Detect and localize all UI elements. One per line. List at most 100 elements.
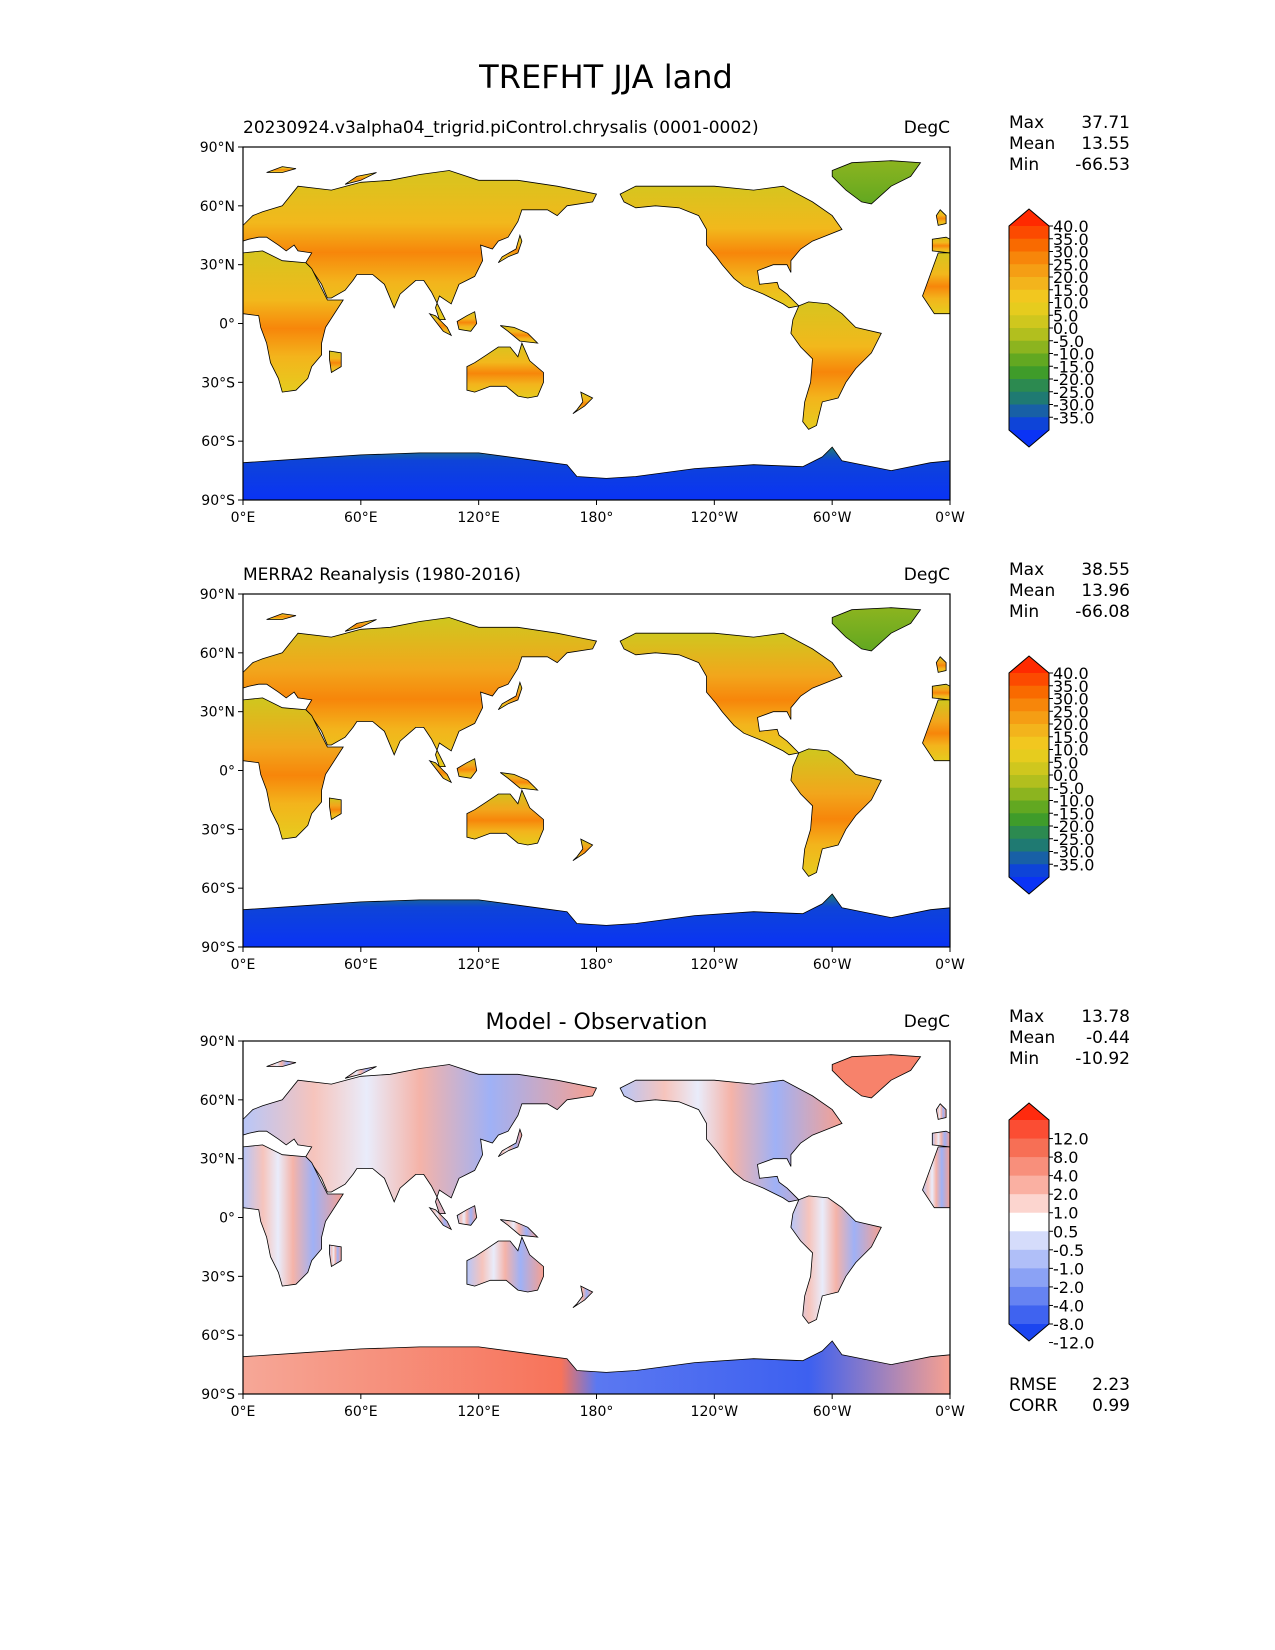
colorbar-tick-label: 30.0 xyxy=(1053,243,1089,262)
land-northamerica xyxy=(619,632,843,756)
map-land xyxy=(243,1054,950,1394)
land-sumatra xyxy=(428,759,453,784)
colorbar-tick-label: 2.0 xyxy=(1053,1185,1078,1204)
colorbar-segment xyxy=(1009,749,1049,763)
land-greenland xyxy=(831,1054,922,1099)
land-japan xyxy=(497,1127,523,1158)
colorbar-tick-label: -15.0 xyxy=(1053,804,1094,823)
lon-tick-label: 120°W xyxy=(691,957,739,973)
colorbar-tick-label: -30.0 xyxy=(1053,396,1094,415)
colorbar-tick-label: 1.0 xyxy=(1053,1204,1078,1223)
land-westafrica_edge xyxy=(922,252,950,315)
lon-tick-label: 60°W xyxy=(813,1404,852,1420)
colorbar-tick-label: -15.0 xyxy=(1053,357,1094,376)
colorbar-tick-label: -25.0 xyxy=(1053,830,1094,849)
colorbar-tick-label: -0.5 xyxy=(1053,1241,1084,1260)
colorbar-segment xyxy=(1009,404,1049,418)
colorbar-extend-top xyxy=(1009,1103,1049,1120)
land-greenland xyxy=(831,160,922,205)
colorbar-tick-label: 15.0 xyxy=(1053,728,1089,747)
land-svalbard xyxy=(266,166,297,173)
colorbar-segment xyxy=(1009,1175,1049,1195)
colorbar-tick-label: -5.0 xyxy=(1053,779,1084,798)
land-novaya xyxy=(344,619,377,632)
colorbar-tick-label: -1.0 xyxy=(1053,1259,1084,1278)
lon-tick-label: 120°W xyxy=(691,510,739,526)
land-newguinea xyxy=(500,325,539,344)
colorbar-tick-label: 0.0 xyxy=(1053,766,1078,785)
colorbar-segment xyxy=(1009,302,1049,316)
lon-tick-label: 60°E xyxy=(344,510,378,526)
land-antarctica xyxy=(243,446,950,500)
colorbar-segment xyxy=(1009,1286,1049,1306)
lat-tick-label: 0° xyxy=(219,1211,235,1227)
land-australia xyxy=(466,788,544,846)
land-australia xyxy=(466,1235,544,1293)
colorbar-segment xyxy=(1009,226,1049,240)
colorbar-segment xyxy=(1009,289,1049,303)
colorbar-segment xyxy=(1009,238,1049,252)
colorbar-tick-label: 0.0 xyxy=(1053,319,1078,338)
lon-tick-label: 0°E xyxy=(231,957,256,973)
colorbar-segment xyxy=(1009,787,1049,801)
land-uk xyxy=(935,1103,947,1120)
stat-value: 0.99 xyxy=(1092,1396,1130,1416)
lon-tick-label: 180° xyxy=(580,957,614,973)
colorbar-segment xyxy=(1009,826,1049,840)
colorbar-tick-label: 4.0 xyxy=(1053,1167,1078,1186)
land-borneo xyxy=(456,1205,478,1226)
lat-tick-label: 30°S xyxy=(201,822,235,838)
colorbar-extend-bottom xyxy=(1009,430,1049,447)
colorbar-extend-bottom xyxy=(1009,877,1049,894)
colorbar-segment xyxy=(1009,1157,1049,1177)
stat-value: 37.71 xyxy=(1081,113,1130,133)
land-africa xyxy=(243,1144,344,1287)
stat-value: 13.78 xyxy=(1081,1007,1130,1027)
lat-tick-label: 30°S xyxy=(201,1269,235,1285)
colorbar-segment xyxy=(1009,417,1049,431)
lon-tick-label: 120°E xyxy=(457,957,500,973)
colorbar-segment xyxy=(1009,1268,1049,1288)
colorbar-segment xyxy=(1009,736,1049,750)
lat-tick-label: 90°S xyxy=(201,1387,235,1403)
colorbar-segment xyxy=(1009,277,1049,291)
colorbar-segment xyxy=(1009,315,1049,329)
colorbar-segment xyxy=(1009,1305,1049,1325)
lat-tick-label: 60°S xyxy=(201,434,235,450)
colorbar-segment xyxy=(1009,340,1049,354)
stat-label: Max xyxy=(1009,1007,1044,1027)
land-japan xyxy=(497,233,523,264)
panel-title: 20230924.v3alpha04_trigrid.piControl.chr… xyxy=(243,118,759,138)
lon-tick-label: 180° xyxy=(580,1404,614,1420)
panel-diff: Model - Observation DegC 90°N 60°N 30°N 0° 30°… xyxy=(200,1007,1130,1420)
colorbar-tick-label: -30.0 xyxy=(1053,843,1094,862)
land-newguinea xyxy=(500,1219,539,1238)
lat-tick-label: 30°S xyxy=(201,375,235,391)
colorbar-tick-label: -12.0 xyxy=(1053,1334,1094,1353)
stat-value: -0.44 xyxy=(1086,1028,1130,1048)
colorbar-tick-label: 40.0 xyxy=(1053,217,1089,236)
colorbar-tick-label: 25.0 xyxy=(1053,702,1089,721)
colorbar-segment xyxy=(1009,1194,1049,1214)
land-svalbard xyxy=(266,613,297,620)
colorbar-tick-label: 5.0 xyxy=(1053,753,1078,772)
colorbar-segment xyxy=(1009,379,1049,393)
lat-tick-label: 0° xyxy=(219,764,235,780)
colorbar-segment xyxy=(1009,1249,1049,1269)
lat-tick-label: 90°N xyxy=(200,140,235,156)
colorbar-tick-label: -4.0 xyxy=(1053,1296,1084,1315)
colorbar-segment xyxy=(1009,353,1049,367)
colorbar-tick-label: 40.0 xyxy=(1053,664,1089,683)
colorbar-segment xyxy=(1009,698,1049,712)
colorbar-tick-label: -35.0 xyxy=(1053,855,1094,874)
stat-label: Min xyxy=(1009,602,1039,622)
land-iberia_edge xyxy=(931,1130,950,1148)
stat-label: Min xyxy=(1009,155,1039,175)
colorbar-tick-label: 20.0 xyxy=(1053,268,1089,287)
lon-tick-label: 60°W xyxy=(813,957,852,973)
land-madagascar xyxy=(329,797,342,821)
lon-tick-label: 60°W xyxy=(813,510,852,526)
panel-obs: MERRA2 Reanalysis (1980-2016) DegC 90°N 60°… xyxy=(200,560,1130,973)
land-southamerica xyxy=(790,1195,882,1324)
colorbar-tick-label: 10.0 xyxy=(1053,741,1089,760)
